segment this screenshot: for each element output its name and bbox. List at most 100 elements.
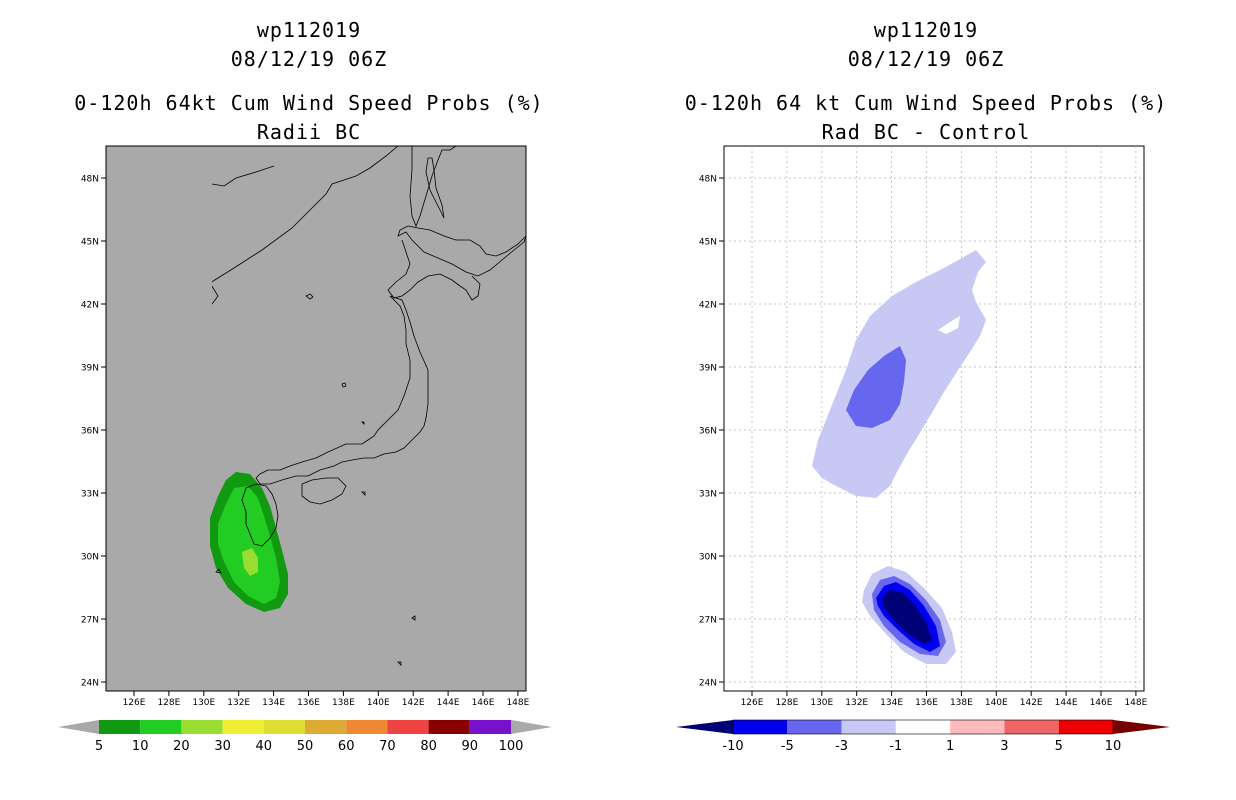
right-difference-contours <box>812 250 986 664</box>
right-map <box>723 145 1145 692</box>
left-colorbar-label: 30 <box>214 739 231 754</box>
left-lat-label: 45N <box>81 238 99 248</box>
left-lon-label: 128E <box>157 698 180 708</box>
left-lat-label: 24N <box>81 679 99 689</box>
left-colorbar-swatch <box>346 720 388 734</box>
left-colorbar-label: 5 <box>95 739 103 754</box>
left-colorbar-swatch <box>469 720 511 734</box>
left-axes: 48N 45N 42N 39N 36N 33N 30N 27N 24N 126E 128E 130E 1… <box>81 175 530 709</box>
right-datetime: 08/12/19 06Z <box>847 47 1005 71</box>
right-colorbar-label: -5 <box>781 739 794 754</box>
left-lon-label: 136E <box>297 698 320 708</box>
left-lat-label: 39N <box>81 364 99 374</box>
right-lat-label: 48N <box>699 175 717 185</box>
left-colorbar-swatch <box>99 720 141 734</box>
left-probability-contours <box>210 472 288 612</box>
right-lon-label: 130E <box>810 698 833 708</box>
left-colorbar-swatch <box>140 720 182 734</box>
left-lat-label: 33N <box>81 490 99 500</box>
right-lon-label: 128E <box>775 698 798 708</box>
right-lon-label: 148E <box>1124 698 1147 708</box>
left-colorbar-swatch <box>181 720 223 734</box>
left-colorbar-label: 40 <box>256 739 273 754</box>
right-lat-label: 39N <box>699 364 717 374</box>
right-colorbar-swatch <box>787 720 842 734</box>
right-lat-label: 36N <box>699 427 717 437</box>
right-colorbar-label: -3 <box>835 739 848 754</box>
right-lon-label: 136E <box>915 698 938 708</box>
right-lat-label: 27N <box>699 616 717 626</box>
left-subtitle: Radii BC <box>256 120 362 144</box>
right-colorbar-outline <box>732 719 1114 735</box>
right-colorbar-swatch <box>1058 720 1113 734</box>
left-colorbar-swatch <box>428 720 470 734</box>
left-lon-label: 140E <box>367 698 390 708</box>
right-lat-label: 42N <box>699 301 717 311</box>
left-map <box>105 145 527 692</box>
left-colorbar-swatch <box>305 720 347 734</box>
left-lat-label: 36N <box>81 427 99 437</box>
right-lon-label: 134E <box>880 698 903 708</box>
left-colorbar-label: 70 <box>379 739 396 754</box>
left-lon-label: 134E <box>262 698 285 708</box>
right-colorbar-label: 5 <box>1055 739 1063 754</box>
right-subtitle: Rad BC - Control <box>821 120 1031 144</box>
left-lat-label: 42N <box>81 301 99 311</box>
right-colorbar-label: 10 <box>1105 739 1122 754</box>
right-colorbar-under-arrow <box>676 720 733 734</box>
left-colorbar-label: 80 <box>420 739 437 754</box>
left-lon-label: 144E <box>437 698 460 708</box>
left-lon-label: 130E <box>192 698 215 708</box>
right-colorbar-label: 3 <box>1000 739 1008 754</box>
right-storm-id: wp112019 <box>873 18 979 42</box>
right-colorbar-label: 1 <box>946 739 954 754</box>
left-colorbar-label: 20 <box>173 739 190 754</box>
left-datetime: 08/12/19 06Z <box>230 47 388 71</box>
right-lon-label: 126E <box>741 698 764 708</box>
left-colorbar-label: 10 <box>132 739 149 754</box>
left-lon-label: 132E <box>227 698 250 708</box>
right-lon-label: 144E <box>1055 698 1078 708</box>
right-lat-label: 45N <box>699 238 717 248</box>
right-gridlines <box>724 146 1144 691</box>
left-colorbar-label: 90 <box>462 739 479 754</box>
left-lat-label: 27N <box>81 616 99 626</box>
left-storm-id: wp112019 <box>256 18 362 42</box>
right-lon-label: 140E <box>985 698 1008 708</box>
right-colorbar-swatch <box>1004 720 1059 734</box>
left-colorbar-label: 60 <box>338 739 355 754</box>
right-lat-label: 33N <box>699 490 717 500</box>
right-colorbar-swatch <box>895 720 951 734</box>
left-lon-label: 148E <box>506 698 529 708</box>
left-lon-label: 146E <box>472 698 495 708</box>
left-colorbar-label: 100 <box>499 739 524 754</box>
left-colorbar-under-arrow <box>58 720 99 734</box>
right-colorbar-over-arrow <box>1113 720 1170 734</box>
left-lat-label: 30N <box>81 553 99 563</box>
right-colorbar-label: -1 <box>889 739 902 754</box>
right-axes: 48N 45N 42N 39N 36N 33N 30N 27N 24N 126E 128E 130E 1… <box>699 175 1148 709</box>
left-lon-label: 138E <box>332 698 355 708</box>
right-lon-label: 142E <box>1020 698 1043 708</box>
right-title: 0-120h 64 kt Cum Wind Speed Probs (%) <box>684 91 1168 115</box>
left-colorbar-label: 50 <box>297 739 314 754</box>
right-lon-label: 146E <box>1090 698 1113 708</box>
left-colorbar-over-arrow <box>511 720 552 734</box>
right-colorbar: -10 -5 -3 -1 1 3 5 10 <box>676 719 1170 754</box>
right-colorbar-label: -10 <box>722 739 743 754</box>
right-lat-label: 30N <box>699 553 717 563</box>
right-colorbar-swatch <box>950 720 1005 734</box>
left-title: 0-120h 64kt Cum Wind Speed Probs (%) <box>74 91 544 115</box>
right-lon-label: 138E <box>950 698 973 708</box>
left-colorbar: 5 10 20 30 40 50 60 70 80 90 100 <box>58 720 552 754</box>
left-lat-label: 48N <box>81 175 99 185</box>
left-lon-label: 142E <box>402 698 425 708</box>
left-lon-label: 126E <box>123 698 146 708</box>
left-colorbar-swatch <box>263 720 305 734</box>
right-lon-label: 132E <box>845 698 868 708</box>
left-colorbar-swatch <box>387 720 429 734</box>
right-lat-label: 24N <box>699 679 717 689</box>
left-colorbar-swatch <box>222 720 264 734</box>
right-colorbar-swatch <box>733 720 788 734</box>
